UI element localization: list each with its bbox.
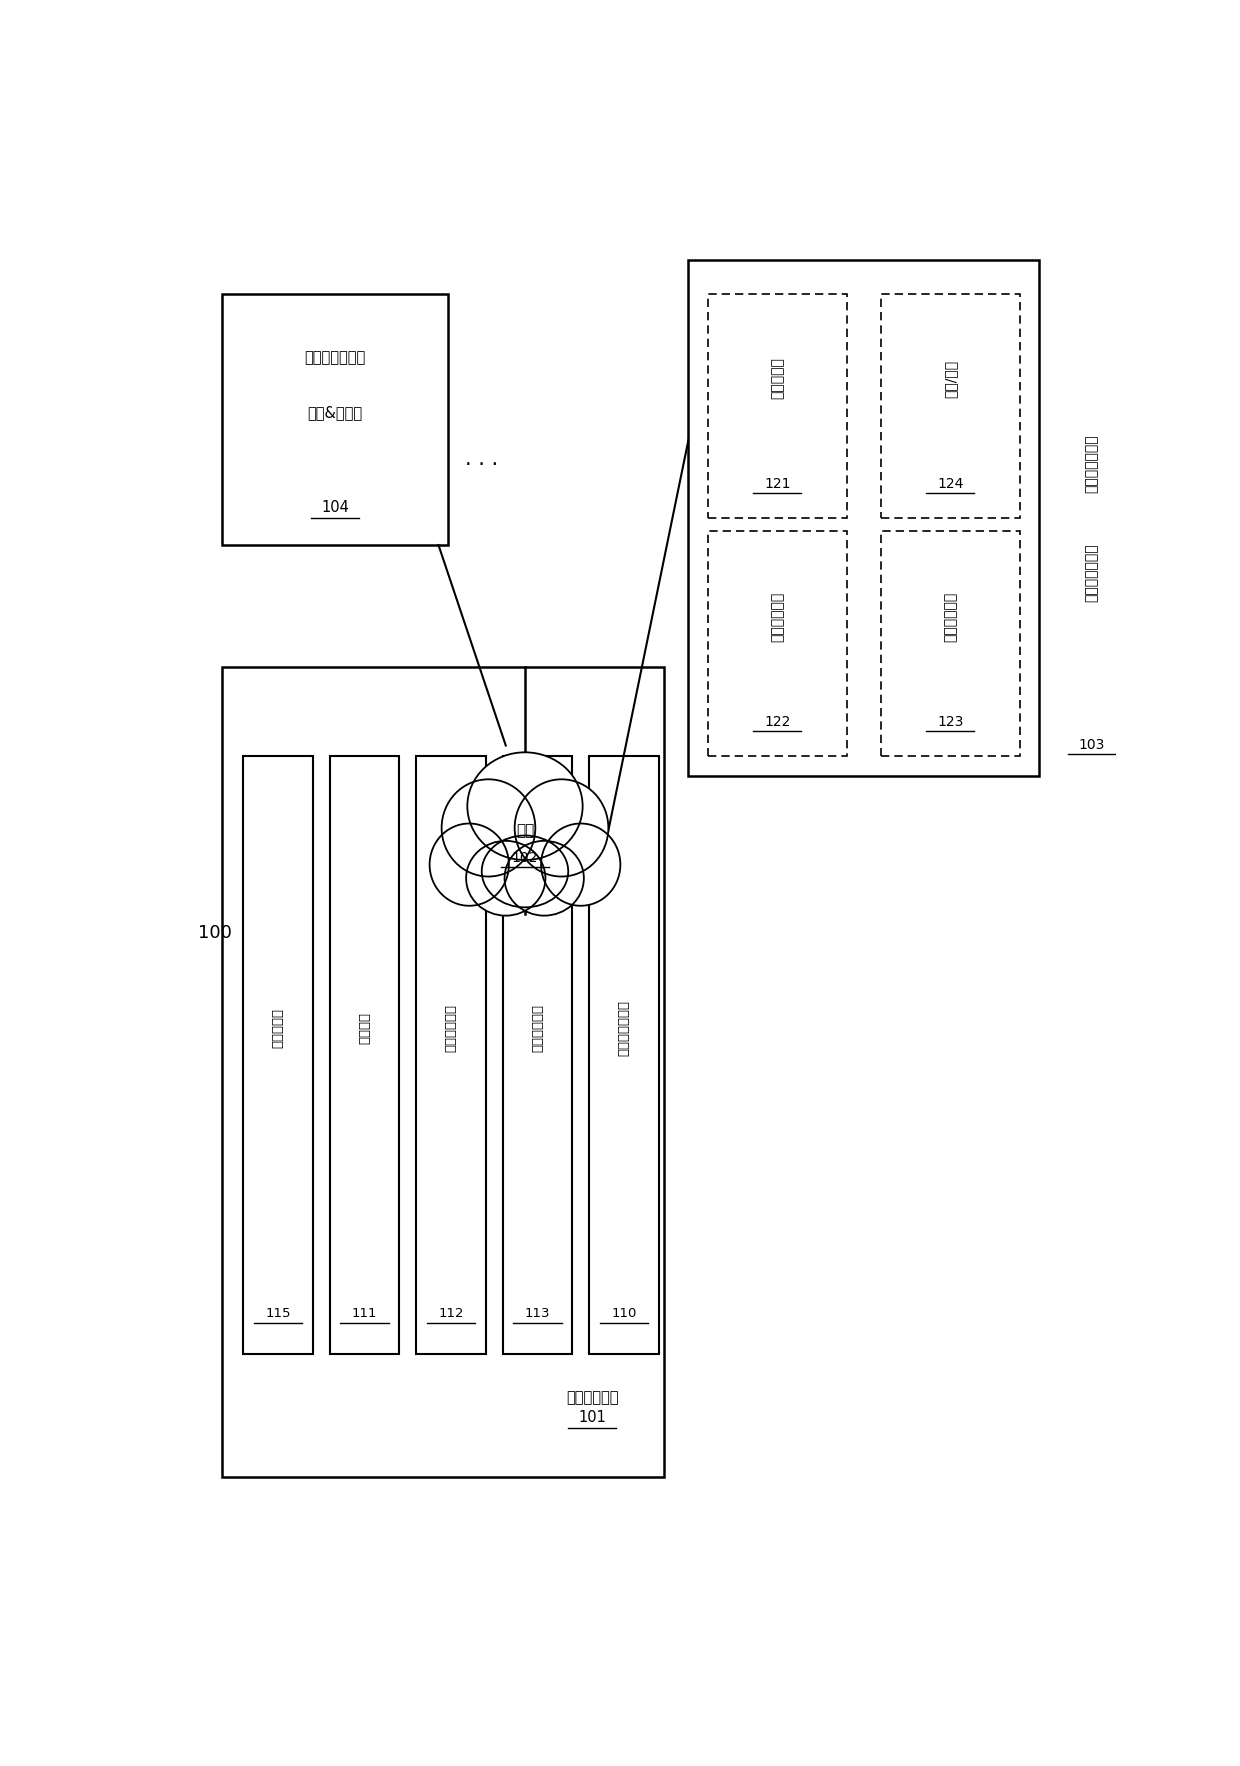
Bar — [708, 293, 847, 517]
Text: 115: 115 — [265, 1307, 290, 1321]
Text: 控制系统: 控制系统 — [358, 1012, 371, 1044]
Text: 机器学习引擎: 机器学习引擎 — [770, 592, 784, 641]
Text: . . .: . . . — [465, 449, 498, 470]
Text: 100: 100 — [198, 924, 232, 941]
Text: 113: 113 — [525, 1307, 551, 1321]
Text: 数据分析系统）: 数据分析系统） — [1085, 542, 1099, 602]
Ellipse shape — [441, 779, 536, 876]
Bar — [243, 756, 312, 1355]
Text: 102: 102 — [512, 851, 538, 865]
Text: 111: 111 — [352, 1307, 377, 1321]
Ellipse shape — [429, 823, 508, 906]
Text: 网络: 网络 — [516, 823, 534, 839]
Bar — [222, 668, 665, 1476]
Text: 121: 121 — [764, 477, 790, 491]
Text: 传感器系统: 传感器系统 — [272, 1008, 284, 1047]
Bar — [688, 260, 1039, 777]
Bar — [417, 756, 486, 1355]
Text: 数据采集器: 数据采集器 — [770, 357, 784, 399]
Bar — [589, 756, 658, 1355]
Text: 112: 112 — [438, 1307, 464, 1321]
Text: 123: 123 — [937, 715, 963, 729]
Bar — [330, 756, 399, 1355]
Ellipse shape — [541, 823, 620, 906]
Ellipse shape — [515, 779, 609, 876]
Text: 感知与规划系统: 感知与规划系统 — [618, 1000, 630, 1056]
Bar — [222, 293, 448, 546]
Text: 自动驾驶车辆: 自动驾驶车辆 — [565, 1390, 619, 1406]
Ellipse shape — [467, 752, 583, 860]
Text: 104: 104 — [321, 500, 350, 516]
Text: 算法/模型: 算法/模型 — [944, 360, 957, 397]
Bar — [503, 756, 572, 1355]
Text: 101: 101 — [578, 1409, 606, 1425]
Text: 用户接口系统: 用户接口系统 — [531, 1003, 544, 1053]
Bar — [880, 532, 1019, 756]
Text: 124: 124 — [937, 477, 963, 491]
Text: 服务器（例如，: 服务器（例如， — [1085, 434, 1099, 493]
Ellipse shape — [505, 841, 584, 915]
Bar — [708, 532, 847, 756]
Ellipse shape — [481, 835, 568, 908]
Text: 110: 110 — [611, 1307, 636, 1321]
Bar — [880, 293, 1019, 517]
Ellipse shape — [466, 841, 546, 915]
Text: 122: 122 — [764, 715, 790, 729]
Text: 服务器（例如，: 服务器（例如， — [305, 351, 366, 366]
Text: 103: 103 — [1079, 738, 1105, 752]
Text: 地图&位置）: 地图&位置） — [308, 404, 363, 420]
Text: 无线通信系统: 无线通信系统 — [444, 1003, 458, 1053]
Text: 驾驶统计数据: 驾驶统计数据 — [944, 592, 957, 641]
